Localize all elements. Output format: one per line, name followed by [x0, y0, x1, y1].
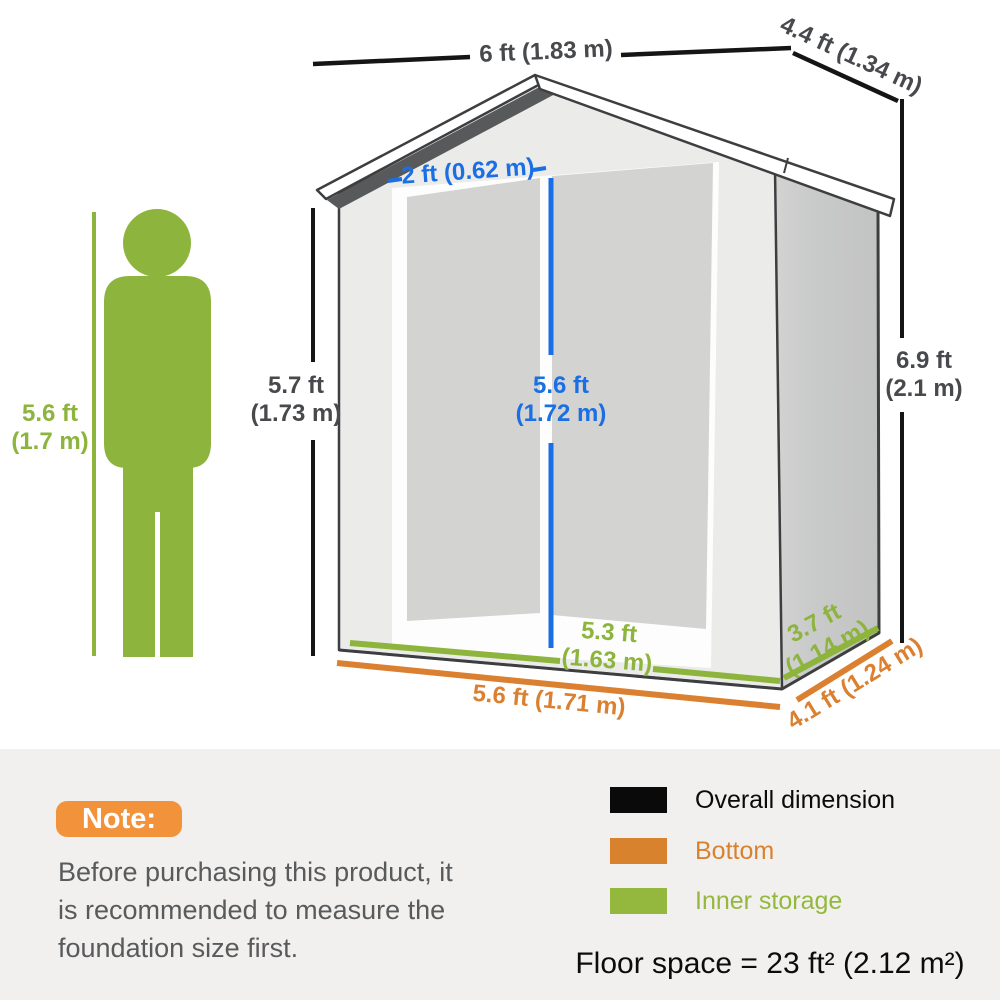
legend-item-inner-storage: Inner storage: [610, 886, 843, 915]
legend-item-bottom: Bottom: [610, 836, 775, 865]
label-wall-height-ft: 5.7 ft: [267, 372, 325, 399]
dim-line-inner-width-left: [349, 640, 561, 664]
inner-storage-swatch: [610, 888, 667, 914]
bottom-dimension-swatch: [610, 838, 667, 864]
label-wall-height: 5.7 ft (1.73 m): [251, 372, 342, 428]
roof-fascia-stripe: [327, 84, 557, 209]
person-head: [123, 209, 191, 277]
label-person-height-m: (1.7 m): [11, 428, 89, 455]
door-dimension-lines: [387, 166, 554, 648]
note-line-1: Before purchasing this product, it: [58, 857, 453, 887]
dim-line-width-right: [620, 45, 792, 58]
shed-door-right: [552, 163, 713, 629]
floor-space-text: Floor space = 23 ft² (2.12 m²): [575, 947, 965, 980]
legend-item-overall: Overall dimension: [610, 785, 896, 814]
note-line-3: foundation size first.: [58, 933, 299, 963]
legend-label-overall: Overall dimension: [695, 785, 896, 814]
label-door-height: 5.6 ft (1.72 m): [516, 372, 607, 428]
note-line-2: is recommended to measure the: [58, 895, 446, 925]
diagram-art: [92, 45, 904, 710]
dim-line-inner-width-right: [652, 666, 781, 684]
bottom-dimension-lines: [336, 638, 894, 710]
label-total-height-ft: 6.9 ft: [895, 347, 953, 374]
label-width-top: 6 ft (1.83 m): [478, 35, 614, 68]
dim-line-width-left: [312, 54, 471, 67]
label-inner-width: 5.3 ft (1.63 m): [561, 616, 656, 679]
dim-line-bottom-depth: [795, 638, 894, 703]
label-total-height: 6.9 ft (2.1 m): [885, 347, 962, 403]
person-icon: [92, 209, 211, 657]
dim-line-bottom-width: [336, 660, 781, 710]
inner-storage-lines: [349, 625, 880, 684]
dim-line-inner-depth: [782, 625, 880, 681]
label-door-height-m: (1.72 m): [515, 400, 607, 427]
info-panel: Note: Before purchasing this product, it…: [0, 749, 1000, 1000]
label-door-height-ft: 5.6 ft: [532, 372, 590, 399]
overall-dimension-swatch: [610, 787, 667, 813]
shed-door-left: [407, 178, 540, 621]
label-person-height: 5.6 ft (1.7 m): [11, 400, 88, 456]
roof-right-band: [533, 73, 896, 218]
note-text: Before purchasing this product, it is re…: [58, 853, 558, 967]
label-wall-height-m: (1.73 m): [250, 400, 342, 427]
shed-illustration: [315, 73, 896, 691]
shed-outline: [338, 205, 881, 691]
dim-dash-door-left: [387, 177, 403, 183]
legend-label-inner-storage: Inner storage: [695, 886, 843, 915]
label-total-height-m: (2.1 m): [885, 375, 963, 402]
roof-seam: [783, 157, 789, 174]
shed-side-face: [775, 168, 879, 689]
dim-dash-door-right: [532, 166, 547, 172]
label-person-height-ft: 5.6 ft: [21, 400, 79, 427]
overall-dimension-lines: [311, 45, 904, 656]
note-badge: Note:: [56, 801, 182, 837]
dim-line-depth-top: [792, 50, 899, 104]
legend-label-bottom: Bottom: [695, 836, 775, 865]
person-torso: [104, 276, 211, 468]
